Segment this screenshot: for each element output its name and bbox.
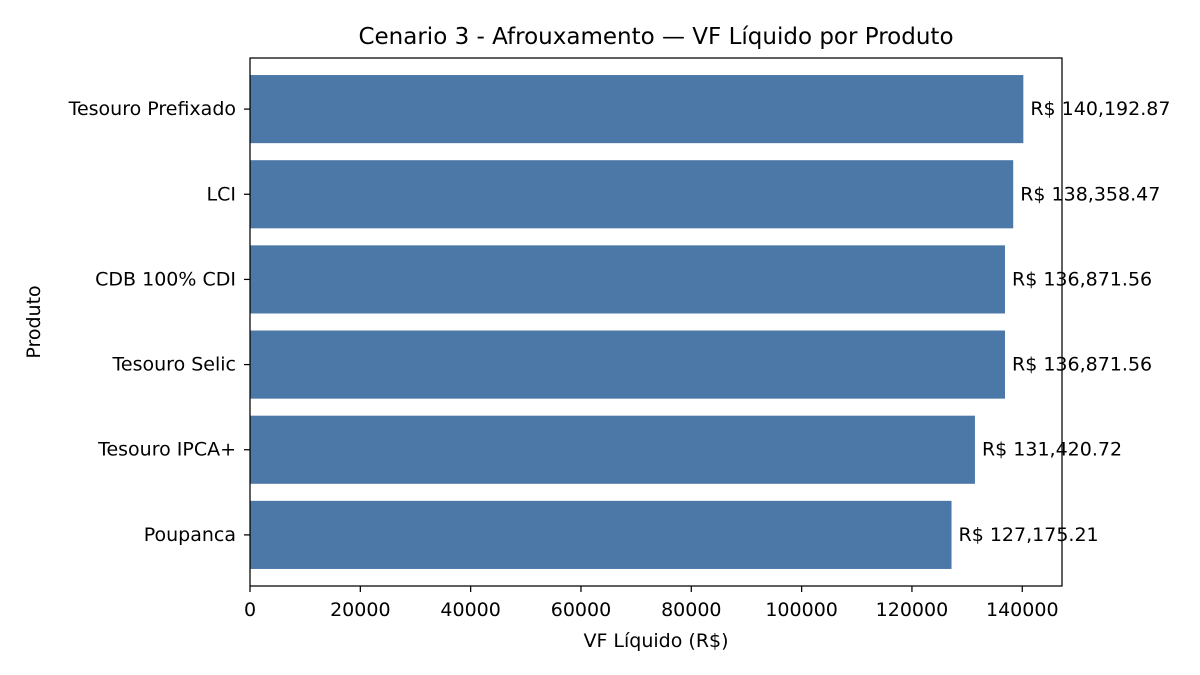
data-label-1: R$ 138,358.47 xyxy=(1020,183,1160,205)
bar-2 xyxy=(250,245,1006,314)
x-tick-label-7: 140000 xyxy=(986,599,1059,621)
x-tick-label-2: 40000 xyxy=(440,599,500,621)
y-tick-label-4: Tesouro IPCA+ xyxy=(97,439,236,461)
x-axis-title: VF Líquido (R$) xyxy=(583,630,728,652)
y-tick-label-1: LCI xyxy=(207,183,236,205)
bar-3 xyxy=(250,330,1006,399)
y-tick-label-5: Poupanca xyxy=(144,524,236,546)
bar-1 xyxy=(250,160,1014,229)
plot-frame xyxy=(249,57,1063,587)
data-label-2: R$ 136,871.56 xyxy=(1012,268,1152,290)
data-label-5: R$ 127,175.21 xyxy=(959,524,1099,546)
chart-title: Cenario 3 - Afrouxamento — VF Líquido po… xyxy=(358,24,953,50)
data-label-0: R$ 140,192.87 xyxy=(1030,98,1170,120)
data-label-4: R$ 131,420.72 xyxy=(982,439,1122,461)
data-label-3: R$ 136,871.56 xyxy=(1012,354,1152,376)
y-tick-label-2: CDB 100% CDI xyxy=(95,268,236,290)
x-tick-label-4: 80000 xyxy=(661,599,721,621)
x-tick-label-1: 20000 xyxy=(330,599,390,621)
bar-4 xyxy=(250,415,975,484)
x-tick-label-3: 60000 xyxy=(551,599,611,621)
y-axis-title: Produto xyxy=(23,285,45,358)
x-tick-label-5: 100000 xyxy=(765,599,838,621)
x-tick-label-6: 120000 xyxy=(876,599,949,621)
y-tick-label-3: Tesouro Selic xyxy=(112,354,236,376)
x-tick-label-0: 0 xyxy=(244,599,256,621)
bar-0 xyxy=(250,75,1024,144)
bar-5 xyxy=(250,500,952,569)
y-tick-label-0: Tesouro Prefixado xyxy=(68,98,236,120)
